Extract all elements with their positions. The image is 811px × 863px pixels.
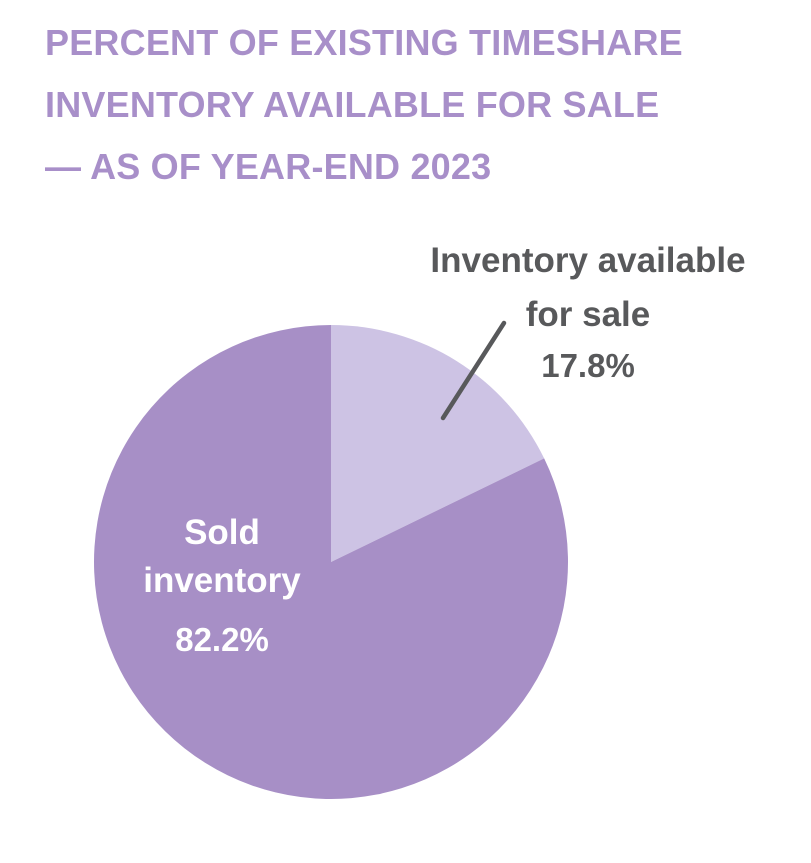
callout-label-available: Inventory available for sale — [430, 234, 745, 342]
page-title-line-3: — AS OF YEAR-END 2023 — [45, 146, 492, 187]
page-title-line-1: PERCENT OF EXISTING TIMESHARE — [45, 22, 683, 63]
pie-slices — [94, 325, 569, 799]
pie-slice-sold — [94, 325, 569, 799]
callout-label-line-2: for sale — [525, 295, 651, 334]
pie-label-sold: Sold inventory — [143, 513, 301, 600]
pie-slice-available — [331, 325, 545, 562]
pie-value-sold: 82.2% — [175, 621, 269, 658]
callout-leader-line — [440, 320, 507, 421]
page-title-line-2: INVENTORY AVAILABLE FOR SALE — [45, 84, 660, 125]
page-title: PERCENT OF EXISTING TIMESHARE INVENTORY … — [45, 12, 683, 198]
callout-label-line-1: Inventory available — [430, 241, 746, 280]
callout-value-available: 17.8% — [541, 347, 635, 384]
